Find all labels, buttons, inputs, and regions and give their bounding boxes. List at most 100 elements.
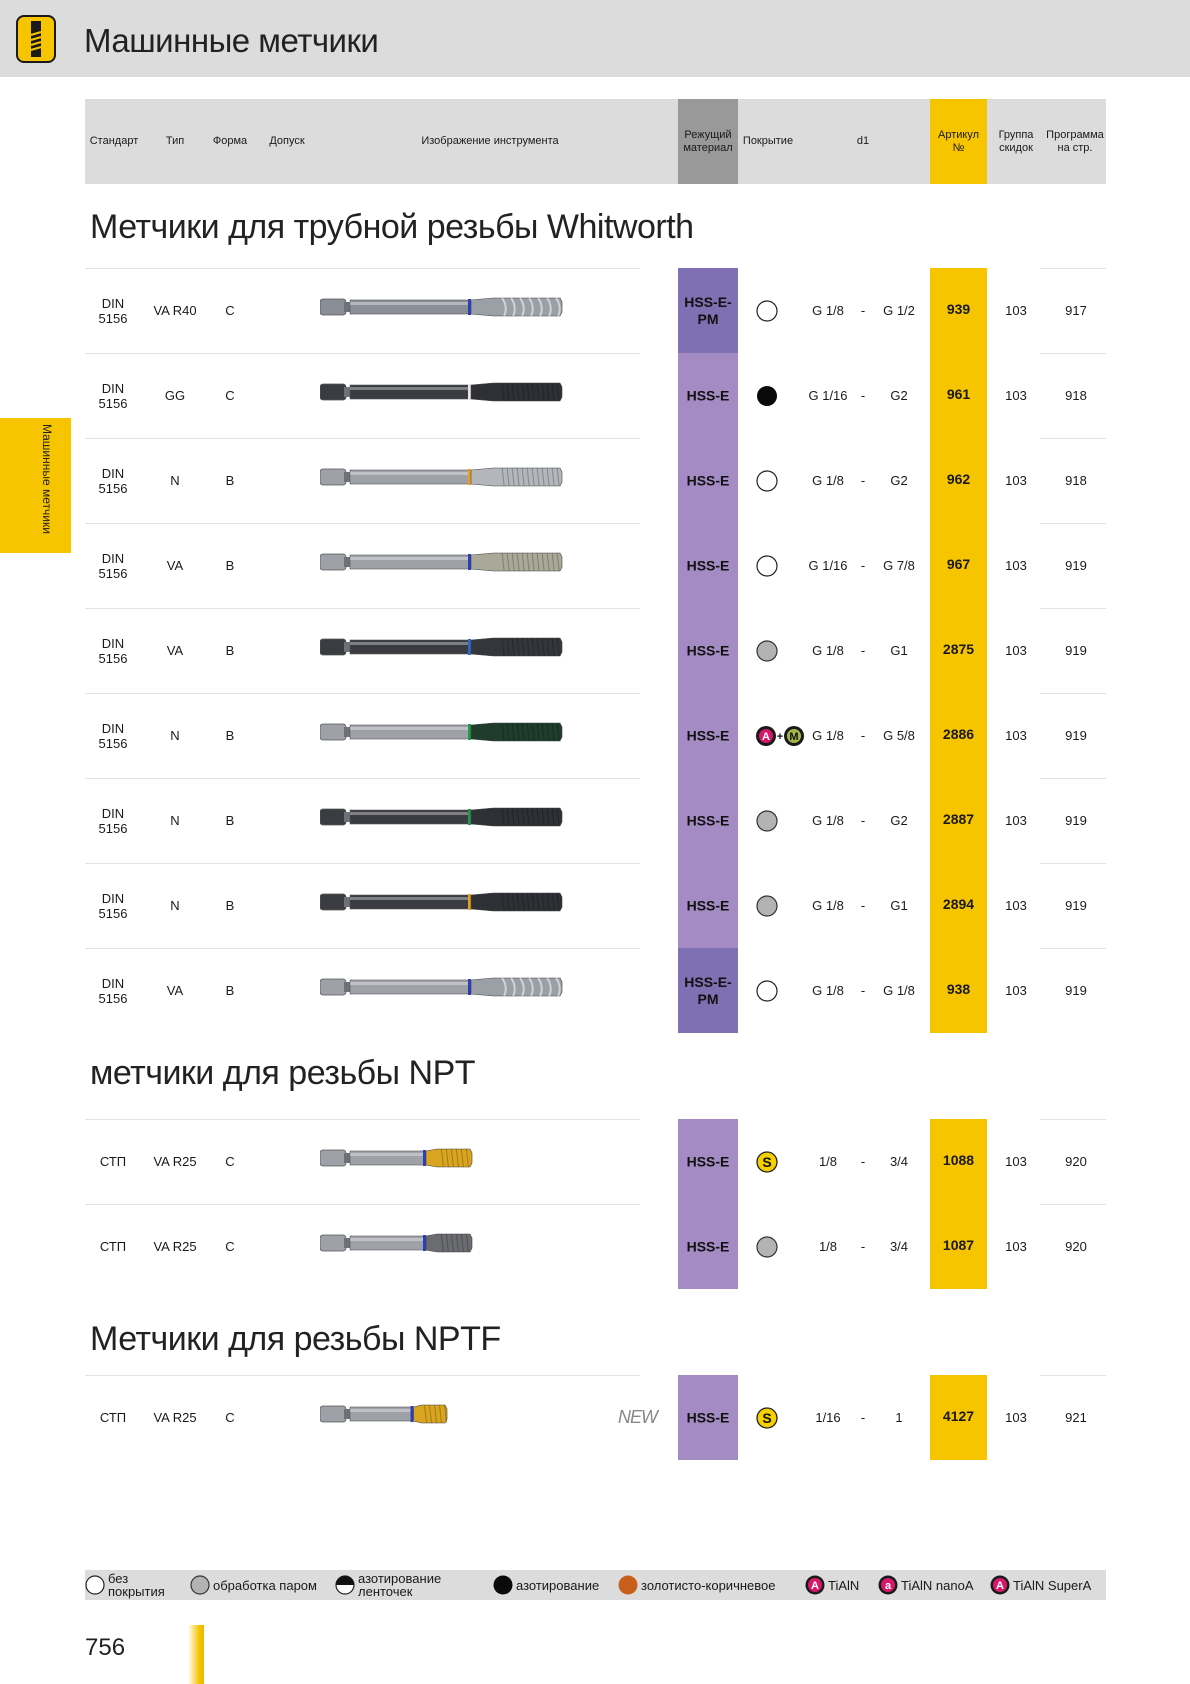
cell-d1-to: G2: [890, 388, 908, 403]
cell-d1-to: G2: [890, 473, 908, 488]
header-group-line2: скидок: [999, 142, 1033, 154]
A-coating-icon: A: [805, 1575, 825, 1595]
table-row[interactable]: DIN 5156 VA B HSS-E G 1/8 - G1 2875 103 919: [0, 608, 1190, 693]
legend-label-line1: золотисто-коричневое: [641, 1578, 776, 1593]
coating-icon: S: [755, 1150, 780, 1173]
table-row[interactable]: DIN 5156 N B HSS-E A + M G 1/8 - G 5/8 2886 103 919: [0, 693, 1190, 778]
header-article-bg: [930, 99, 987, 184]
cell-d1-to: G1: [890, 643, 908, 658]
header-material-bg: [678, 99, 738, 184]
cell-discount-group: 103: [1005, 1154, 1027, 1169]
article-number[interactable]: 1087: [942, 1237, 975, 1253]
table-row[interactable]: СТП VA R25 C HSS-E S 1/8 - 3/4 1088 103 920: [0, 1119, 1190, 1204]
table-row[interactable]: DIN 5156 VA B HSS-E- PM G 1/8 - G 1/8 938 103 919: [0, 948, 1190, 1033]
cell-type: N: [170, 728, 180, 743]
cell-program-page: 920: [1065, 1154, 1087, 1169]
article-number[interactable]: 4127: [942, 1408, 975, 1424]
coating-icon: [755, 979, 780, 1002]
cell-d1-dash: -: [860, 388, 866, 403]
material-label: HSS-E: [686, 472, 730, 488]
cell-d1-from: G 1/8: [812, 303, 844, 318]
standard-line1: СТП: [99, 1239, 127, 1254]
cell-discount-group: 103: [1005, 643, 1027, 658]
article-number[interactable]: 2887: [942, 811, 975, 827]
row-separator: [85, 1375, 640, 1376]
cell-type: N: [170, 813, 180, 828]
cell-d1-from: G 1/8: [812, 728, 844, 743]
cell-d1-dash: -: [860, 1410, 866, 1425]
cell-d1-from: 1/8: [818, 1239, 838, 1254]
section-title: Метчики для резьбы NPTF: [90, 1320, 501, 1358]
material-label: HSS-E: [686, 557, 730, 573]
table-row[interactable]: СТП VA R25 C HSS-E 1/8 - 3/4 1087 103 920: [0, 1204, 1190, 1289]
article-number[interactable]: 938: [946, 981, 971, 997]
article-number[interactable]: 2886: [942, 726, 975, 742]
cell-type: VA R25: [153, 1410, 197, 1425]
material-label: HSS-E: [686, 642, 730, 658]
side-tab[interactable]: Машинные метчики: [0, 418, 71, 553]
article-number[interactable]: 961: [946, 386, 971, 402]
cell-d1-from: G 1/8: [812, 473, 844, 488]
tap-tool-image: [319, 547, 564, 582]
article-number[interactable]: 2894: [942, 896, 975, 912]
header-d1: d1: [856, 135, 870, 147]
legend-label: золотисто-коричневое: [641, 1578, 775, 1593]
table-row[interactable]: DIN 5156 VA R40 C HSS-E- PM G 1/8 - G 1/2 939 103 9…: [0, 268, 1190, 353]
standard-line1: СТП: [99, 1154, 127, 1169]
header-group: Группа скидок: [990, 129, 1042, 155]
cell-form: B: [225, 898, 235, 913]
cell-d1-dash: -: [860, 558, 866, 573]
cell-material: HSS-E: [678, 863, 738, 948]
table-row[interactable]: DIN 5156 GG C HSS-E G 1/16- G2 961 103 918: [0, 353, 1190, 438]
table-row[interactable]: DIN 5156 N B HSS-E G 1/8 - G2 962 103 918: [0, 438, 1190, 523]
legend-label-line1: TiAlN nanoA: [901, 1578, 974, 1593]
cell-form: C: [225, 1154, 235, 1169]
article-number[interactable]: 1088: [942, 1152, 975, 1168]
cell-article: 961: [930, 353, 987, 438]
cell-article: 939: [930, 268, 987, 353]
cell-d1-dash: -: [860, 473, 866, 488]
coating-icon: [755, 384, 780, 406]
cell-standard: DIN 5156: [92, 721, 134, 751]
section-title: Метчики для трубной резьбы Whitworth: [90, 208, 694, 246]
material-label: HSS-E: [686, 812, 730, 828]
cell-article: 962: [930, 438, 987, 523]
standard-line2: 5156: [98, 821, 128, 836]
cell-form: B: [225, 813, 235, 828]
tap-tool-image: [319, 802, 564, 837]
coating-icon: A + M: [755, 724, 804, 746]
header-type: Тип: [165, 135, 185, 147]
article-number[interactable]: 967: [946, 556, 971, 572]
standard-line2: 5156: [98, 906, 128, 921]
tap-tool-image: [319, 717, 564, 752]
standard-line2: 5156: [98, 566, 128, 581]
cell-article: 2886: [930, 693, 987, 778]
tap-logo-icon: [16, 15, 56, 63]
standard-line1: DIN: [101, 466, 125, 481]
tap-tool-image: [319, 462, 564, 497]
cell-discount-group: 103: [1005, 558, 1027, 573]
cell-d1-to: 3/4: [889, 1154, 909, 1169]
coating-icon: [755, 554, 780, 577]
article-number[interactable]: 962: [946, 471, 971, 487]
table-row[interactable]: DIN 5156 N B HSS-E G 1/8 - G1 2894 103 919: [0, 863, 1190, 948]
standard-line2: 5156: [98, 311, 128, 326]
header-program-line1: Программа: [1046, 129, 1104, 141]
cell-d1-dash: -: [860, 1239, 866, 1254]
cell-material: HSS-E: [678, 1119, 738, 1204]
article-number[interactable]: 939: [946, 301, 971, 317]
article-number[interactable]: 2875: [942, 641, 975, 657]
legend-label: TiAlN: [828, 1578, 859, 1593]
standard-line1: DIN: [101, 296, 125, 311]
row-separator: [85, 693, 640, 694]
cell-form: B: [225, 473, 235, 488]
table-row[interactable]: СТП VA R25 C NEW HSS-E S 1/16 - 1 4127 103 921: [0, 1375, 1190, 1460]
tap-tool-image: [319, 632, 564, 667]
cell-d1-from: G 1/16: [808, 388, 848, 403]
table-row[interactable]: DIN 5156 VA B HSS-E G 1/16- G 7/8 967 103 919: [0, 523, 1190, 608]
cell-d1-from: G 1/8: [812, 898, 844, 913]
cell-standard: СТП: [92, 1410, 134, 1425]
table-row[interactable]: DIN 5156 N B HSS-E G 1/8 - G2 2887 103 919: [0, 778, 1190, 863]
cell-program-page: 918: [1065, 388, 1087, 403]
row-separator: [85, 268, 640, 269]
